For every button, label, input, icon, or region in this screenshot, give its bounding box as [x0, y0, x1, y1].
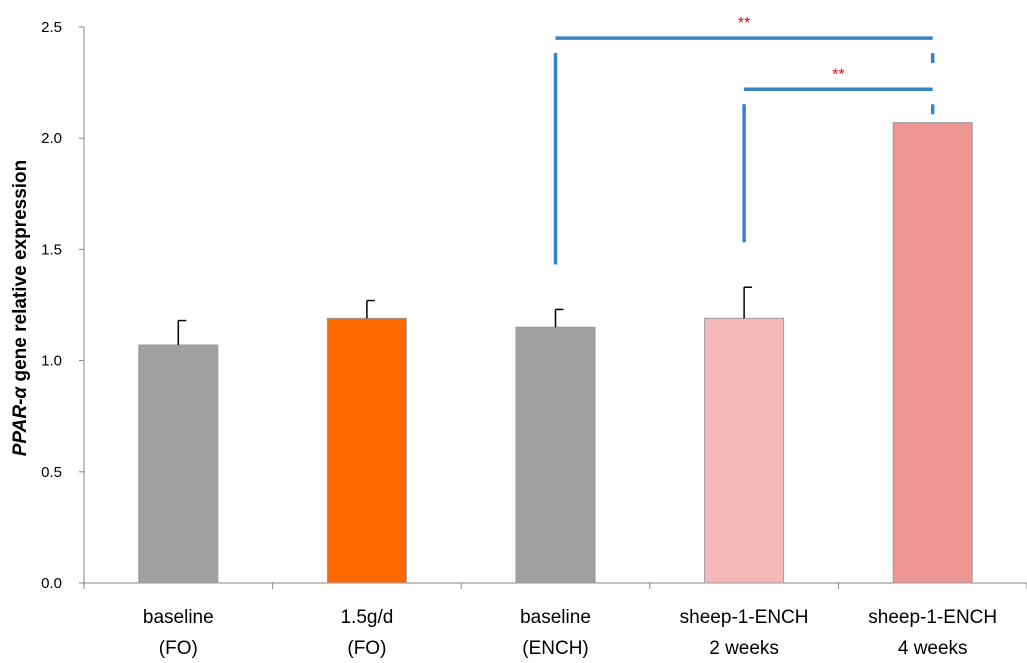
significance-label: **: [738, 15, 750, 32]
y-axis-label-rest: gene relative expression: [10, 160, 31, 387]
y-tick-label: 2.0: [41, 130, 62, 147]
y-tick-label: 1.5: [41, 241, 62, 258]
x-tick-label: 4 weeks: [898, 638, 968, 659]
bar: [138, 344, 219, 584]
x-tick-label: (FO): [159, 638, 198, 659]
significance-label: **: [832, 66, 844, 83]
x-tick-label: sheep-1-ENCH: [868, 607, 997, 628]
y-tick-label: 1.0: [41, 353, 62, 370]
x-tick-label: baseline: [143, 607, 214, 628]
bar: [892, 122, 973, 584]
x-tick-label: (FO): [347, 638, 386, 659]
x-tick-label: baseline: [520, 607, 591, 628]
x-tick-label: sheep-1-ENCH: [680, 607, 809, 628]
bar: [704, 317, 785, 584]
x-tick-label: 2 weeks: [709, 638, 779, 659]
y-tick-label: 2.5: [41, 19, 62, 36]
y-axis-label: PPAR-α gene relative expression: [10, 160, 31, 457]
x-tick-label: (ENCH): [522, 638, 589, 659]
y-tick-label: 0.0: [41, 575, 62, 592]
bar: [326, 317, 407, 584]
bar: [515, 326, 596, 584]
x-tick-label: 1.5g/d: [340, 607, 393, 628]
y-tick-label: 0.5: [41, 464, 62, 481]
y-axis-label-italic: PPAR-α: [10, 386, 31, 457]
